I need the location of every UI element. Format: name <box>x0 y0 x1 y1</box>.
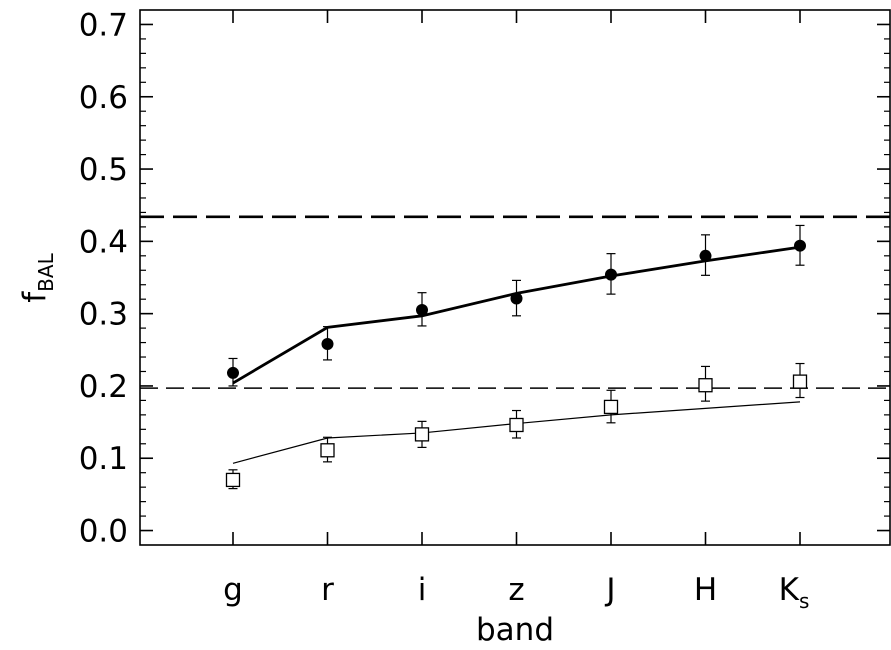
y-tick-label: 0.4 <box>79 224 128 260</box>
data-point-open-square <box>414 427 430 442</box>
data-point-open-square <box>603 399 619 415</box>
reference-lines <box>140 215 890 389</box>
y-axis-title: fBAL <box>17 252 58 302</box>
plot-frame <box>139 9 891 546</box>
y-tick-label: 0.7 <box>79 7 128 43</box>
data-point-open-square <box>792 374 808 389</box>
x-tick-label: z <box>508 572 524 608</box>
y-axis: 0.0 0.1 0.2 0.3 0.4 0.5 0.6 0.7 <box>79 7 890 550</box>
data-point-filled-circle <box>416 304 428 317</box>
y-tick-label: 0.0 <box>79 514 128 550</box>
x-tick-label-main: g <box>223 572 243 608</box>
y-axis-title-main: f <box>17 291 53 303</box>
x-tick-label-main: J <box>604 572 615 608</box>
y-tick-label: 0.3 <box>79 297 128 333</box>
data-point-filled-circle <box>227 366 239 379</box>
x-tick-label: g <box>223 572 243 608</box>
x-tick-label-main: H <box>694 572 717 608</box>
data-point-open-square <box>225 472 241 488</box>
x-tick-label: J <box>604 572 615 608</box>
data-point-open-square <box>320 443 335 458</box>
data-point-filled-circle <box>794 239 806 252</box>
data-point-filled-circle <box>605 268 617 281</box>
x-tick-label: Ks <box>779 572 810 613</box>
y-tick-label: 0.1 <box>79 441 128 477</box>
x-tick-label-subscript: s <box>799 589 809 613</box>
x-tick-label-main: z <box>508 572 524 608</box>
data-point-filled-circle <box>321 338 334 351</box>
x-tick-label: H <box>694 572 717 608</box>
data-point-filled-circle <box>510 292 523 305</box>
y-tick-label: 0.2 <box>79 369 128 405</box>
y-axis-title-subscript: BAL <box>34 252 58 291</box>
x-tick-label-main: K <box>779 572 800 608</box>
data-point-filled-circle <box>699 249 712 262</box>
x-tick-label-main: i <box>418 572 427 608</box>
x-axis: g r i z J H Ks <box>223 10 809 613</box>
data-point-open-square <box>698 378 713 393</box>
data-point-open-square <box>509 417 524 433</box>
y-tick-label: 0.6 <box>79 80 128 116</box>
data-points <box>225 224 808 490</box>
x-tick-label: i <box>418 572 427 608</box>
x-tick-label: r <box>321 572 334 608</box>
x-axis-title: band <box>476 612 554 648</box>
x-tick-label-main: r <box>321 572 334 608</box>
y-tick-label: 0.5 <box>79 152 128 188</box>
